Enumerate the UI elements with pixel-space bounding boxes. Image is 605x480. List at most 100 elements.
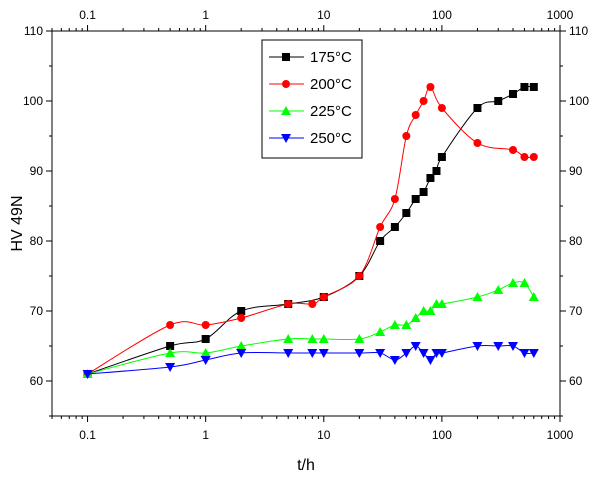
data-point — [375, 327, 386, 336]
data-point — [508, 90, 517, 98]
data-point — [283, 334, 294, 343]
data-point — [529, 153, 538, 161]
y-tick-label-right: 60 — [569, 374, 583, 388]
data-point — [200, 348, 211, 357]
y-tick-label-right: 90 — [569, 164, 583, 178]
x-tick-label-bottom: 10 — [317, 428, 331, 442]
legend-entry: 250°C — [269, 130, 352, 147]
data-point — [201, 321, 210, 329]
x-tick-label-bottom: 0.1 — [79, 428, 96, 442]
y-tick-label-left: 100 — [23, 94, 43, 108]
data-point — [418, 349, 429, 358]
x-tick-label-top: 1 — [202, 8, 209, 22]
data-point — [410, 342, 421, 351]
legend: 175°C 200°C 225°C 250°C — [261, 39, 363, 159]
data-point — [436, 299, 447, 308]
data-point — [473, 139, 482, 147]
y-tick-label-right: 70 — [569, 304, 583, 318]
data-point — [508, 146, 517, 154]
data-point — [411, 111, 420, 119]
data-point — [201, 335, 210, 343]
data-point — [494, 97, 503, 105]
data-point — [318, 334, 329, 343]
series-3 — [82, 342, 539, 379]
data-point — [436, 349, 447, 358]
legend-entry: 200°C — [269, 76, 352, 93]
data-point — [519, 349, 530, 358]
x-tick-label-bottom: 1000 — [547, 428, 574, 442]
data-point — [432, 167, 441, 175]
data-point — [165, 348, 176, 357]
data-point — [389, 320, 400, 329]
x-tick-label-top: 1000 — [547, 8, 574, 22]
data-point — [493, 342, 504, 351]
y-tick-label-left: 70 — [30, 304, 44, 318]
data-point — [283, 349, 294, 358]
data-point — [519, 278, 530, 287]
data-point — [507, 342, 518, 351]
data-point — [507, 278, 518, 287]
data-point — [473, 104, 482, 112]
data-point — [411, 195, 420, 203]
data-point — [528, 349, 539, 358]
series-2 — [82, 278, 539, 378]
data-point — [529, 83, 538, 91]
data-point — [375, 349, 386, 358]
data-point — [402, 209, 411, 217]
data-point — [319, 293, 328, 301]
data-point — [237, 307, 246, 315]
data-point — [166, 342, 175, 350]
data-point — [318, 349, 329, 358]
y-tick-label-right: 100 — [569, 94, 589, 108]
plot-frame — [51, 30, 561, 417]
data-point — [425, 356, 436, 365]
data-point — [390, 195, 399, 203]
x-tick-label-bottom: 1 — [202, 428, 209, 442]
data-point — [355, 272, 364, 280]
data-point — [472, 292, 483, 301]
data-point — [376, 237, 385, 245]
data-point — [354, 334, 365, 343]
x-axis-title: t/h — [297, 457, 315, 474]
data-point — [389, 356, 400, 365]
data-point — [401, 320, 412, 329]
series-1 — [83, 83, 538, 378]
data-point — [308, 300, 317, 308]
legend-label: 250°C — [310, 130, 352, 147]
series-line — [87, 281, 535, 375]
data-point — [307, 349, 318, 358]
data-point — [426, 83, 435, 91]
data-point — [82, 370, 93, 379]
data-point — [528, 292, 539, 301]
data-point — [236, 349, 247, 358]
y-axis-title: HV 49N — [9, 195, 26, 251]
data-point — [236, 341, 247, 350]
data-point — [166, 321, 175, 329]
data-point — [165, 363, 176, 372]
x-tick-label-top: 100 — [432, 8, 452, 22]
data-point — [419, 97, 428, 105]
x-tick-label-top: 0.1 — [79, 8, 96, 22]
data-point — [284, 300, 293, 308]
y-tick-label-left: 80 — [30, 234, 44, 248]
y-tick-label-left: 60 — [30, 374, 44, 388]
y-tick-label-left: 110 — [24, 24, 43, 38]
data-point — [402, 132, 411, 140]
data-point — [419, 188, 428, 196]
data-point — [307, 334, 318, 343]
legend-marker — [282, 80, 290, 88]
data-point — [390, 223, 399, 231]
data-point — [376, 223, 385, 231]
data-point — [401, 349, 412, 358]
legend-entry: 225°C — [269, 103, 352, 120]
data-point — [472, 342, 483, 351]
data-point — [437, 153, 446, 161]
legend-marker — [282, 53, 290, 61]
legend-label: 200°C — [310, 76, 352, 93]
legend-label: 175°C — [310, 49, 352, 66]
legend-label: 225°C — [310, 103, 352, 120]
data-point — [437, 104, 446, 112]
